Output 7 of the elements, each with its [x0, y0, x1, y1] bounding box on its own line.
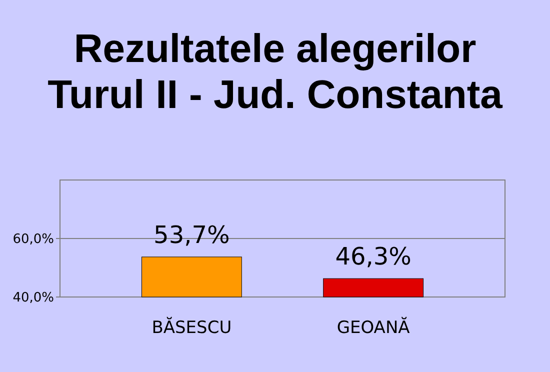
y-tick-label: 60,0%: [12, 232, 54, 248]
x-tick-label: GEOANĂ: [336, 316, 410, 338]
chart-title: Rezultatele alegerilor Turul II - Jud. Constanta: [48, 27, 504, 117]
data-label: 53,7%: [154, 220, 230, 249]
data-label: 46,3%: [335, 242, 412, 271]
x-tick-label: BĂSESCU: [152, 316, 232, 338]
y-tick-label: 40,0%: [12, 290, 54, 306]
